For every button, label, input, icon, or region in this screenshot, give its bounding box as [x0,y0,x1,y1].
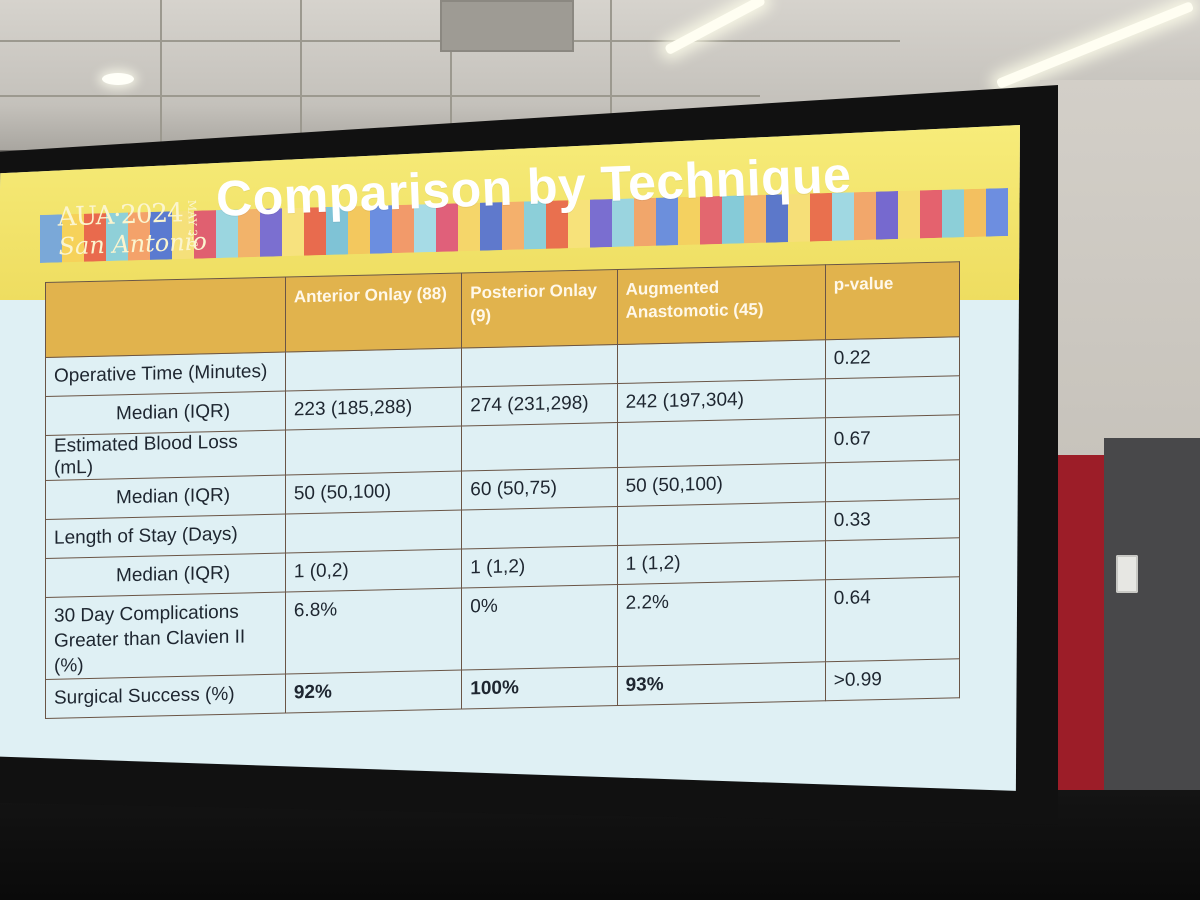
table-cell [461,506,618,550]
row-label: 30 Day Complications Greater than Clavie… [45,592,286,680]
logo-line2: San Antonio [58,227,208,261]
p-value-cell [825,537,960,580]
table-cell: 0% [461,584,618,671]
table-cell [617,417,826,468]
ceiling-light [995,1,1195,89]
row-label: Median (IQR) [45,475,286,520]
header-cell: Anterior Onlay (88) [285,273,462,353]
table-cell [285,426,462,476]
header-cell: Augmented Anastomotic (45) [617,264,826,345]
ceiling-grid-line [450,0,452,145]
ceiling-spotlight [102,73,134,85]
table-cell [461,422,618,472]
grey-wall-panel [1104,438,1200,818]
header-cell [45,277,286,358]
table-cell: 242 (197,304) [617,378,826,423]
table-cell: 100% [461,666,618,710]
aua-2024-logo: AUA·2024 San Antonio MAY 3-6 [57,197,207,260]
table-cell: 92% [285,670,462,714]
table-cell: 60 (50,75) [461,467,618,511]
comparison-table: Anterior Onlay (88) Posterior Onlay (9) … [45,261,960,719]
comparison-table-wrap: Anterior Onlay (88) Posterior Onlay (9) … [45,261,960,719]
table-cell: 93% [617,661,826,706]
ceiling-vent [440,0,574,52]
ceiling-light [664,0,766,56]
ceiling-grid-line [300,0,302,145]
p-value-cell: 0.33 [825,498,960,541]
ceiling-grid-line [160,0,162,145]
p-value-cell: 0.22 [825,336,960,379]
table-cell [285,348,462,392]
table-cell [617,339,826,384]
p-value-cell: 0.64 [825,576,960,662]
row-label: Length of Stay (Days) [45,514,286,559]
table-cell [617,501,826,546]
p-value-cell [825,375,960,418]
p-value-cell: >0.99 [825,658,960,701]
table-cell: 1 (0,2) [285,549,462,593]
row-label: Surgical Success (%) [45,674,286,719]
row-label: Estimated Blood Loss (mL) [45,430,286,481]
p-value-cell [825,459,960,502]
row-label: Median (IQR) [45,391,286,436]
table-cell: 2.2% [617,579,826,667]
table-cell: 6.8% [285,588,462,675]
table-cell: 1 (1,2) [617,540,826,585]
ceiling-grid-line [610,0,612,120]
wall-switch [1116,555,1138,593]
table-cell [461,344,618,388]
logo-dates: MAY 3-6 [185,199,200,248]
ceiling-grid-line [0,95,760,97]
row-label: Operative Time (Minutes) [45,352,286,397]
header-cell: Posterior Onlay (9) [461,269,618,349]
table-cell: 223 (185,288) [285,387,462,431]
table-cell: 274 (231,298) [461,383,618,427]
p-value-cell: 0.67 [825,414,960,463]
table-cell: 50 (50,100) [285,471,462,515]
table-cell [285,510,462,554]
header-cell: p-value [825,261,960,340]
row-label: Median (IQR) [45,553,286,598]
table-cell: 50 (50,100) [617,462,826,507]
red-wall-panel [1058,455,1108,815]
table-cell: 1 (1,2) [461,545,618,589]
